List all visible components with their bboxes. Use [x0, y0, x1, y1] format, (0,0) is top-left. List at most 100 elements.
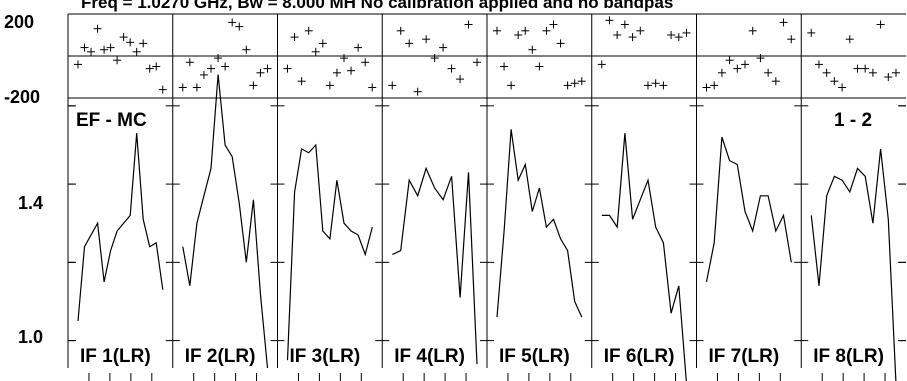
phase-point	[332, 68, 341, 77]
phase-point	[659, 81, 668, 90]
phase-point	[892, 68, 900, 77]
phase-point	[178, 83, 187, 92]
panel-label: IF 4(LR)	[394, 346, 465, 367]
phase-tick-minus-200: -200	[4, 87, 40, 107]
phase-point	[290, 33, 299, 42]
phase-point	[563, 81, 572, 90]
phase-point	[304, 26, 313, 35]
phase-point	[868, 68, 877, 77]
amplitude-series-line	[392, 166, 478, 365]
phase-point	[493, 26, 501, 35]
phase-point	[853, 64, 862, 73]
phase-point	[473, 58, 481, 67]
phase-point	[597, 60, 606, 69]
phase-point	[361, 58, 370, 67]
phase-point	[93, 24, 102, 33]
phase-point	[521, 26, 530, 35]
phase-point	[152, 62, 161, 71]
phase-point	[113, 56, 122, 65]
phase-point	[368, 83, 377, 92]
amplitude-series-line	[601, 133, 687, 381]
phase-point	[249, 81, 258, 90]
phase-point	[311, 47, 320, 56]
amplitude-series-line	[182, 74, 269, 369]
phase-point	[283, 64, 292, 73]
phase-point	[779, 18, 788, 27]
phase-point	[87, 47, 96, 56]
phase-point	[528, 45, 537, 54]
phase-point	[876, 20, 885, 29]
phase-point	[80, 43, 89, 52]
amplitude-series-line	[496, 129, 583, 318]
phase-point	[748, 26, 757, 35]
phase-point	[570, 79, 579, 88]
phase-point	[256, 68, 265, 77]
phase-point	[861, 64, 870, 73]
phase-point	[119, 33, 128, 42]
phase-point	[235, 22, 244, 31]
phase-point	[430, 54, 439, 63]
phase-point	[814, 60, 823, 69]
phase-point	[771, 77, 780, 86]
phase-point	[192, 83, 201, 92]
phase-point	[221, 62, 230, 71]
amplitude-series-line	[705, 136, 792, 283]
phase-point	[228, 18, 237, 27]
phase-point	[651, 79, 660, 88]
phase-point	[214, 54, 223, 63]
panel-label: IF 1(LR)	[80, 346, 151, 367]
phase-point	[838, 83, 847, 92]
phase-point	[643, 81, 652, 90]
phase-point	[756, 54, 765, 63]
phase-point	[456, 75, 465, 84]
panel-label: IF 3(LR)	[290, 346, 361, 367]
phase-point	[764, 68, 773, 77]
phase-point	[126, 38, 135, 47]
phase-point	[535, 62, 544, 71]
phase-point	[717, 68, 726, 77]
phase-point	[325, 81, 334, 90]
phase-point	[464, 20, 473, 29]
phase-point	[807, 28, 816, 37]
phase-point	[725, 56, 734, 65]
phase-point	[354, 43, 363, 52]
phase-point	[514, 31, 523, 39]
phase-point	[741, 60, 750, 69]
phase-point	[158, 85, 167, 94]
phase-point	[733, 64, 742, 73]
phase-point	[422, 35, 431, 44]
phase-tick-200: 200	[4, 12, 34, 32]
phase-point	[106, 43, 115, 52]
phase-point	[628, 33, 637, 42]
phase-point	[667, 31, 676, 39]
amplitude-series-line	[286, 143, 373, 361]
phase-point	[242, 45, 251, 54]
chart-title: Freq = 1.0270 GHz, Bw = 8.000 MH No cali…	[81, 0, 673, 12]
panel-label: IF 6(LR)	[604, 346, 675, 367]
phase-point	[682, 28, 691, 37]
phase-point	[674, 33, 683, 42]
amp-tick-1-0: 1.0	[18, 327, 43, 347]
phase-point	[263, 64, 272, 73]
panels-group: IF 1(LR) IF 2(LR) IF 3(LR) IF 4(LR) IF 5(LR)…	[67, 13, 906, 381]
phase-point	[132, 47, 141, 56]
phase-point	[207, 64, 215, 73]
phase-point	[787, 35, 796, 44]
phase-point	[822, 68, 831, 77]
phase-point	[884, 73, 893, 81]
phase-point	[413, 87, 422, 96]
phase-point	[702, 83, 711, 92]
phase-point	[318, 39, 327, 48]
amplitude-series-line	[77, 133, 164, 322]
phase-point	[347, 66, 356, 75]
phase-point	[507, 81, 516, 90]
phase-point	[500, 62, 509, 71]
phase-point	[542, 26, 551, 35]
phase-point	[620, 20, 629, 29]
phase-point	[636, 26, 645, 35]
phase-point	[297, 77, 306, 86]
phase-point	[447, 64, 456, 73]
phase-point	[549, 20, 558, 29]
phase-point	[185, 58, 194, 67]
